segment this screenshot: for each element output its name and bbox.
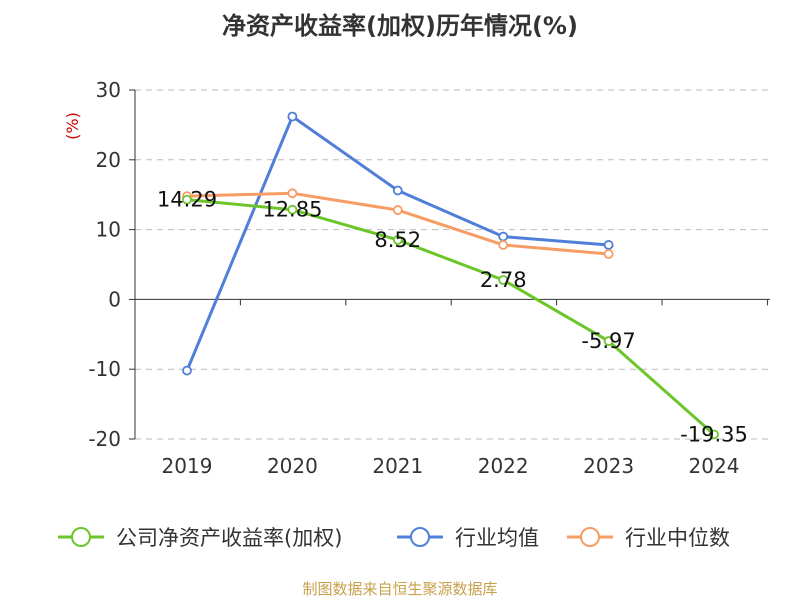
y-tick-label: 20 bbox=[96, 148, 121, 172]
data-label: -5.97 bbox=[581, 329, 635, 353]
data-point bbox=[709, 429, 719, 440]
data-point bbox=[603, 336, 614, 346]
data-point bbox=[392, 185, 403, 196]
x-tick-label: 2020 bbox=[267, 454, 318, 478]
data-label: 14.29 bbox=[157, 188, 217, 212]
data-point bbox=[498, 231, 509, 242]
data-label: 12.85 bbox=[262, 198, 322, 222]
data-point bbox=[287, 204, 298, 215]
legend-marker bbox=[71, 527, 91, 547]
data-label: -19.35 bbox=[680, 422, 748, 446]
y-tick-label: -20 bbox=[88, 427, 121, 451]
data-label: 2.78 bbox=[480, 268, 527, 292]
data-point bbox=[182, 194, 192, 205]
legend-label: 行业中位数 bbox=[625, 526, 730, 550]
legend-label: 行业均值 bbox=[455, 526, 539, 550]
data-point bbox=[287, 188, 298, 199]
legend-label: 公司净资产收益率(加权) bbox=[116, 526, 342, 550]
x-tick-label: 2021 bbox=[372, 454, 423, 478]
y-axis-label: (%) bbox=[63, 112, 82, 140]
y-tick-label: 30 bbox=[96, 78, 121, 102]
data-point bbox=[498, 240, 509, 250]
y-tick-label: 10 bbox=[96, 218, 121, 242]
chart-title: 净资产收益率(加权)历年情况(%) bbox=[222, 12, 578, 40]
data-point bbox=[287, 111, 298, 122]
x-tick-label: 2023 bbox=[583, 454, 634, 478]
x-tick-label: 2019 bbox=[162, 454, 213, 478]
data-point bbox=[392, 205, 403, 215]
data-label: 8.52 bbox=[374, 228, 421, 252]
data-source-note: 制图数据来自恒生聚源数据库 bbox=[302, 580, 498, 598]
data-point bbox=[603, 249, 614, 259]
data-point bbox=[498, 275, 509, 285]
data-point bbox=[182, 365, 192, 376]
series-line bbox=[186, 198, 715, 436]
x-tick-label: 2024 bbox=[689, 454, 740, 478]
data-point bbox=[392, 235, 403, 245]
data-point bbox=[603, 240, 614, 250]
y-tick-label: -10 bbox=[88, 357, 121, 381]
legend-marker bbox=[580, 527, 600, 547]
y-tick-label: 0 bbox=[108, 287, 121, 311]
x-tick-label: 2022 bbox=[478, 454, 529, 478]
legend-marker bbox=[410, 527, 430, 547]
